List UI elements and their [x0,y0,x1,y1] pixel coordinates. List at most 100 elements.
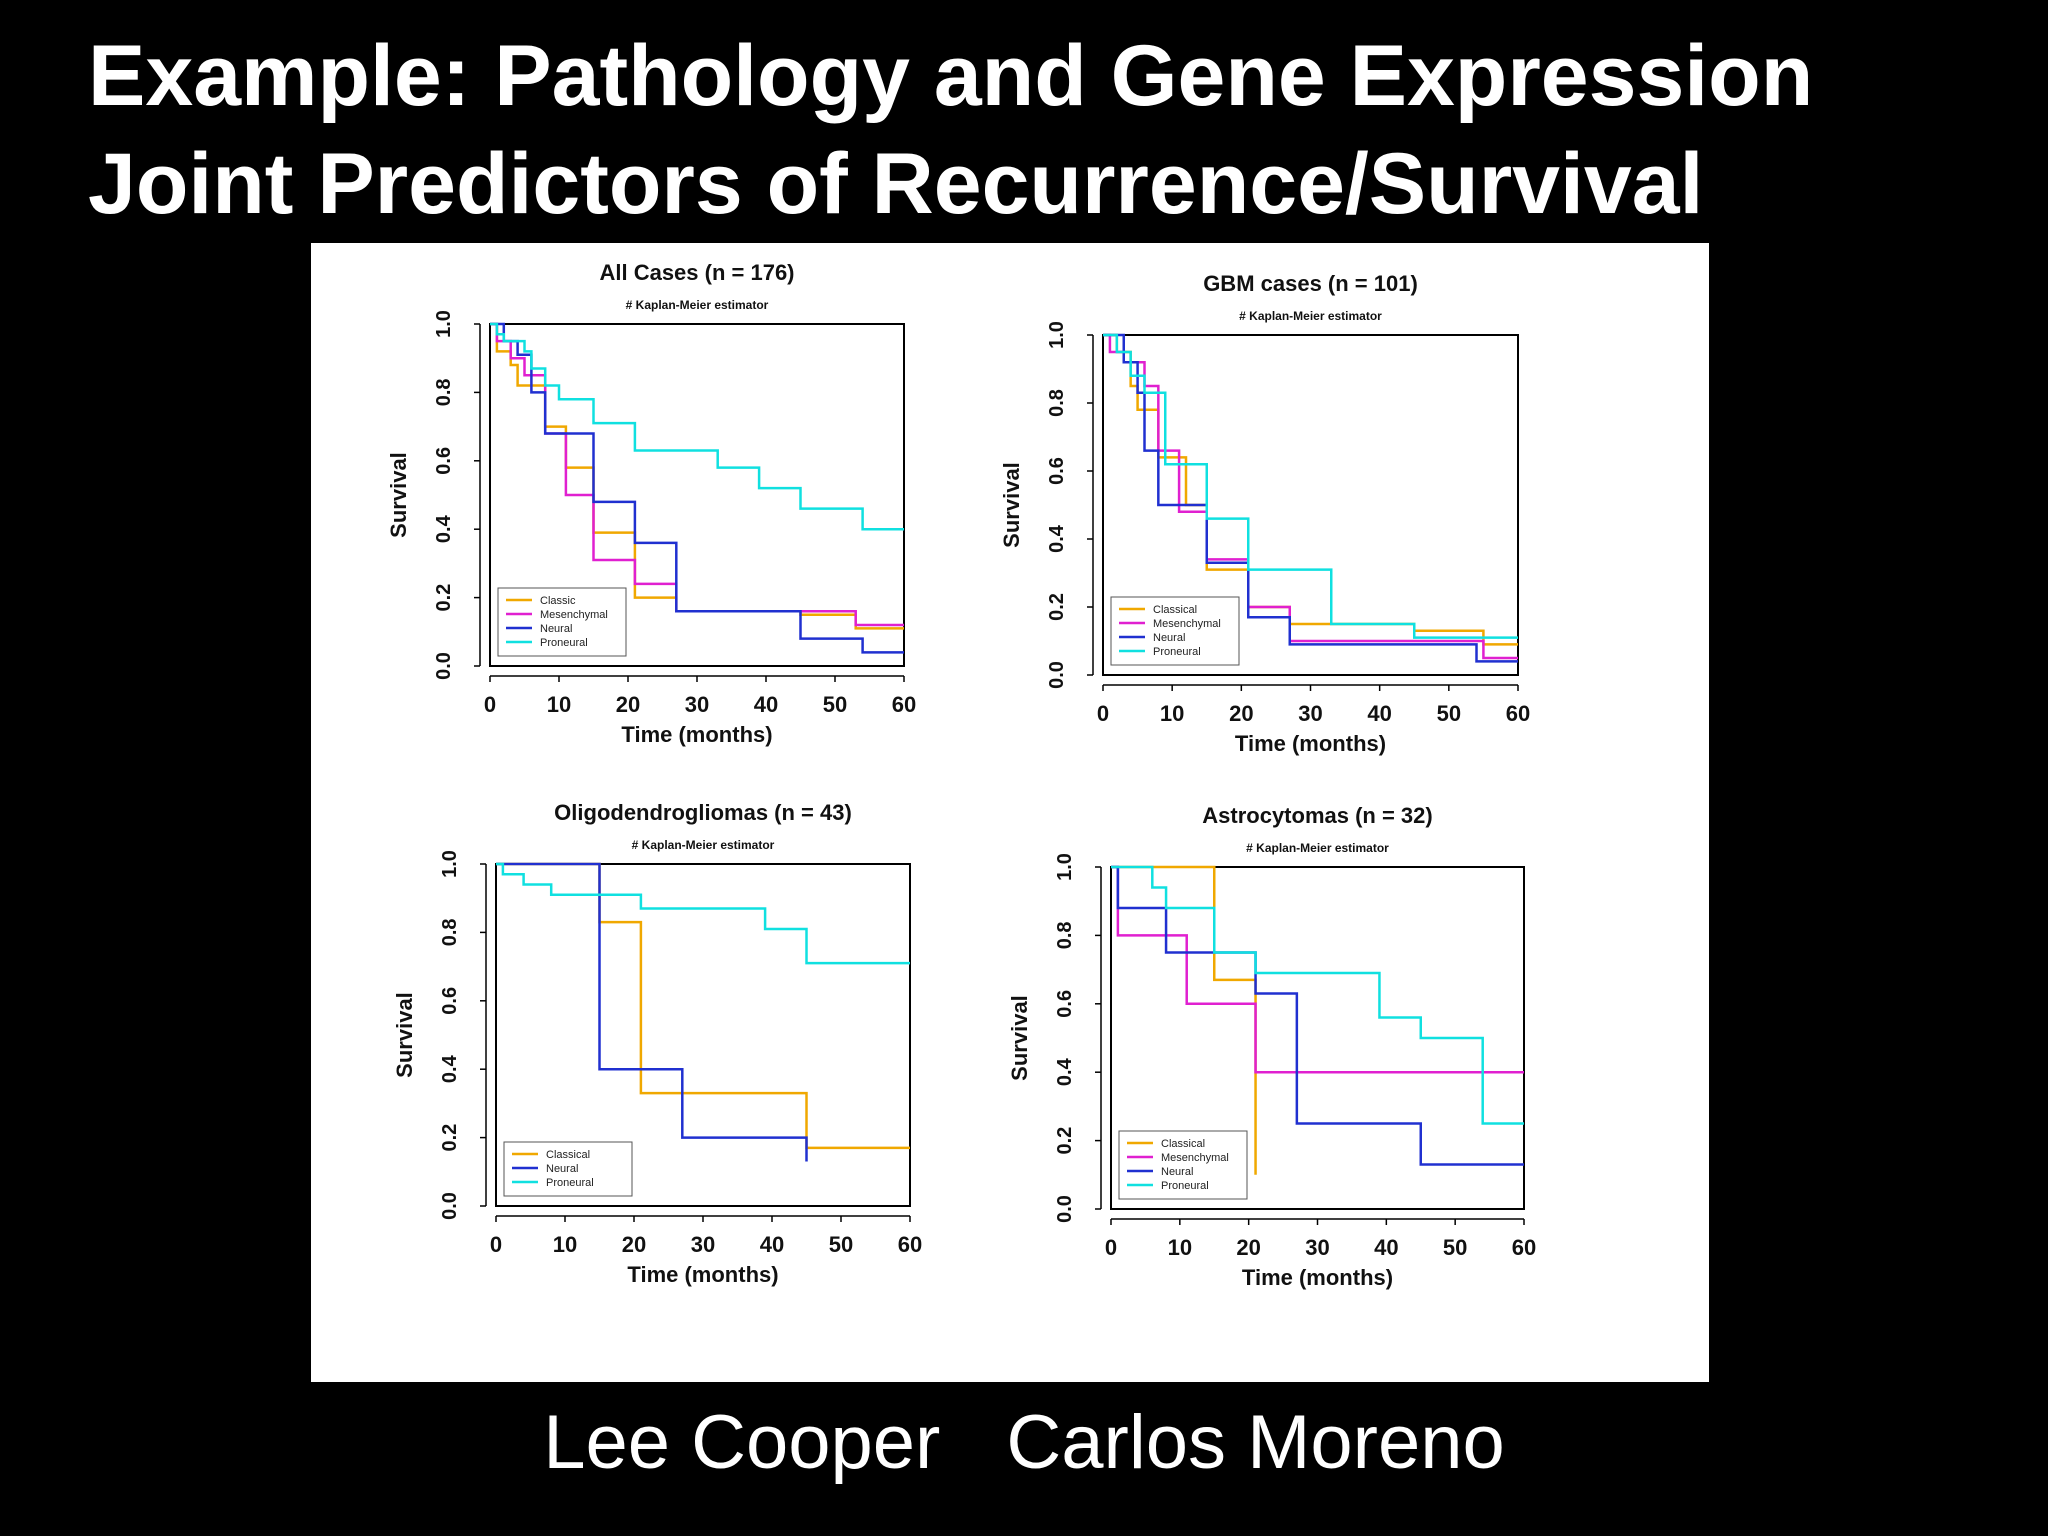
legend-label: Mesenchymal [1161,1152,1229,1164]
x-tick-label: 20 [1236,1235,1260,1260]
legend-label: Classical [546,1149,590,1161]
y-tick-label: 1.0 [1046,321,1068,349]
y-tick-label: 0.4 [1054,1057,1076,1086]
slide-title-line-2: Joint Predictors of Recurrence/Survival [88,136,1704,232]
x-tick-label: 10 [553,1232,577,1257]
legend-label: Neural [1153,632,1185,644]
x-tick-label: 40 [754,692,778,717]
x-tick-label: 10 [547,692,571,717]
figure-panel: All Cases (n = 176) # Kaplan-Meier estima… [311,243,1709,1382]
x-axis-label: Time (months) [627,1262,778,1287]
y-tick-label: 0.8 [1046,389,1068,417]
y-tick-label: 1.0 [1054,853,1076,881]
x-tick-label: 0 [490,1232,502,1257]
panel-title: Astrocytomas (n = 32) [1202,803,1432,828]
legend-label: Neural [540,623,572,635]
x-tick-label: 50 [1443,1235,1467,1260]
x-tick-label: 50 [1437,701,1461,726]
km-panel-3: Oligodendrogliomas (n = 43) # Kaplan-Meie… [392,800,922,1287]
y-tick-label: 0.0 [1054,1195,1076,1223]
legend-label: Mesenchymal [540,609,608,621]
y-tick-label: 0.6 [439,987,461,1015]
x-tick-label: 60 [1506,701,1530,726]
y-tick-label: 0.0 [1046,661,1068,689]
legend-label: Classical [1161,1138,1205,1150]
x-tick-label: 0 [484,692,496,717]
x-tick-label: 40 [1374,1235,1398,1260]
km-curve-mesenchymal [490,322,904,627]
legend-label: Neural [546,1163,578,1175]
plot-frame [495,863,911,1207]
y-tick-label: 0.6 [1046,457,1068,485]
y-tick-label: 0.2 [1054,1127,1076,1155]
x-tick-label: 10 [1168,1235,1192,1260]
panel-subtitle: # Kaplan-Meier estimator [1246,841,1389,855]
plot-frame [1102,334,1519,676]
km-curve-proneural [1103,333,1518,639]
legend-label: Proneural [546,1177,594,1189]
x-tick-label: 30 [1298,701,1322,726]
x-tick-label: 60 [898,1232,922,1257]
legend-label: Neural [1161,1166,1193,1178]
km-curve-neural [1103,333,1518,663]
author-1: Lee Cooper [543,1400,941,1485]
km-curve-neural [490,322,904,654]
x-tick-label: 30 [1305,1235,1329,1260]
y-tick-label: 1.0 [433,310,455,338]
x-tick-label: 40 [760,1232,784,1257]
y-axis-label: Survival [386,452,411,538]
legend-label: Mesenchymal [1153,618,1221,630]
km-panel-4: Astrocytomas (n = 32) # Kaplan-Meier esti… [1007,803,1536,1290]
y-tick-label: 0.0 [433,652,455,680]
author-2: Carlos Moreno [1006,1400,1505,1485]
km-curve-proneural [1111,865,1524,1125]
y-axis-label: Survival [1007,995,1032,1081]
y-axis-label: Survival [392,992,417,1078]
x-axis-label: Time (months) [621,722,772,747]
y-tick-label: 0.2 [1046,593,1068,621]
x-tick-label: 20 [622,1232,646,1257]
y-tick-label: 0.4 [1046,524,1068,553]
legend-label: Classic [540,595,576,607]
x-tick-label: 30 [691,1232,715,1257]
x-tick-label: 60 [892,692,916,717]
panel-title: Oligodendrogliomas (n = 43) [554,800,852,825]
km-curve-neural [496,862,808,1162]
legend-label: Classical [1153,604,1197,616]
panel-subtitle: # Kaplan-Meier estimator [626,298,769,312]
km-curve-proneural [490,322,904,531]
x-axis-label: Time (months) [1242,1265,1393,1290]
legend-box [497,587,627,657]
x-tick-label: 30 [685,692,709,717]
km-panel-1: All Cases (n = 176) # Kaplan-Meier estima… [386,260,916,747]
y-tick-label: 0.2 [439,1124,461,1152]
panel-subtitle: # Kaplan-Meier estimator [1239,309,1382,323]
y-tick-label: 0.8 [433,378,455,406]
plot-frame [489,323,905,667]
km-curve-classical [1111,865,1257,1175]
km-curve-classic [490,322,904,630]
y-tick-label: 1.0 [439,850,461,878]
x-tick-label: 50 [823,692,847,717]
x-tick-label: 20 [1229,701,1253,726]
x-axis-label: Time (months) [1235,731,1386,756]
legend-label: Proneural [1153,646,1201,658]
x-tick-label: 0 [1105,1235,1117,1260]
panel-title: All Cases (n = 176) [599,260,794,285]
y-tick-label: 0.2 [433,584,455,612]
km-curve-classical [496,862,910,1150]
panel-subtitle: # Kaplan-Meier estimator [632,838,775,852]
legend-label: Proneural [1161,1180,1209,1192]
y-tick-label: 0.4 [439,1054,461,1083]
x-tick-label: 60 [1512,1235,1536,1260]
slide-title-line-1: Example: Pathology and Gene Expression [88,28,1814,124]
panel-title: GBM cases (n = 101) [1203,271,1418,296]
y-tick-label: 0.4 [433,514,455,543]
km-panel-2: GBM cases (n = 101) # Kaplan-Meier estima… [999,271,1530,756]
x-tick-label: 40 [1367,701,1391,726]
y-tick-label: 0.8 [439,918,461,946]
plot-frame [1110,866,1525,1210]
y-tick-label: 0.6 [1054,990,1076,1018]
legend-label: Proneural [540,637,588,649]
km-curve-neural [1111,865,1524,1166]
